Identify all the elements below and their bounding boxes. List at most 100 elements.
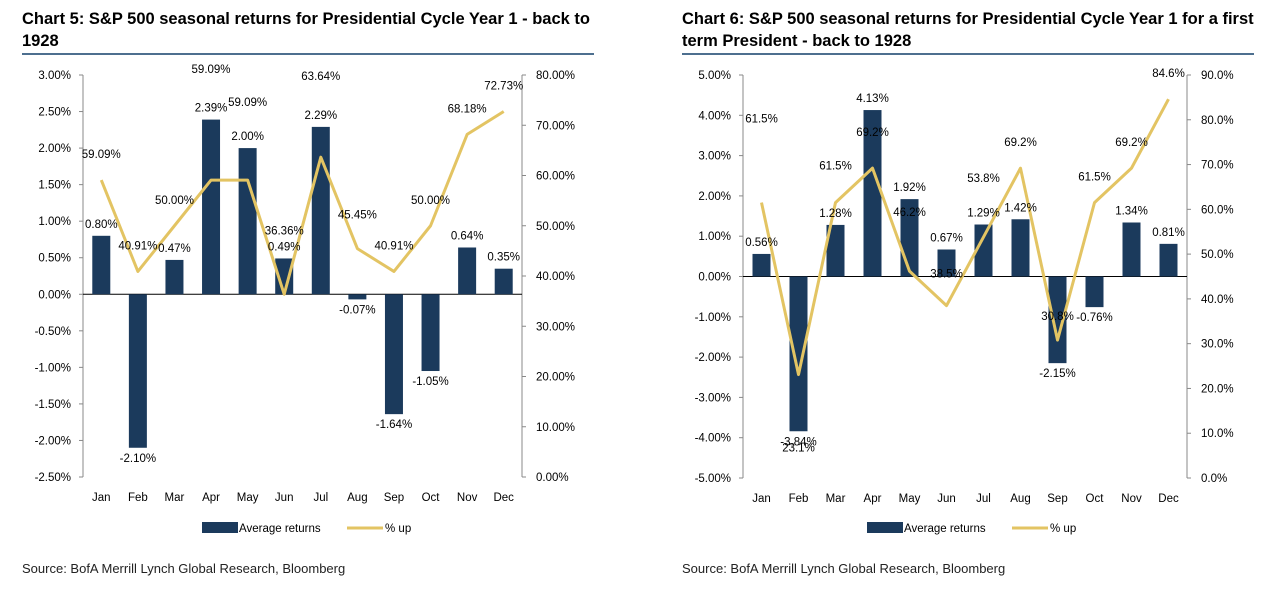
right-tick-label: 20.0%: [1201, 383, 1234, 395]
right-axis-ticks: 90.0% 80.0% 70.0% 60.0% 50.0% 40.0% 30.0% 20.0%…: [1187, 70, 1234, 485]
line-data-label: 40.91%: [374, 240, 413, 252]
bar-data-label: 0.47%: [158, 243, 191, 255]
bar-data-label: 1.42%: [1004, 202, 1037, 214]
bar: [1085, 276, 1104, 308]
line-data-label: 69.2%: [1004, 137, 1037, 149]
right-tick-label: 10.0%: [1201, 428, 1234, 440]
left-tick-label: 4.00%: [698, 110, 731, 122]
line-data-label: 84.6%: [1152, 68, 1185, 80]
left-axis-ticks: 5.00% 4.00% 3.00% 2.00% 1.00% 0.00% -1.00% -2.0…: [695, 70, 743, 485]
left-tick-label: 3.00%: [698, 151, 731, 163]
category-label: Dec: [493, 492, 514, 504]
bar-data-label: 0.64%: [451, 230, 484, 242]
left-tick-label: 1.00%: [698, 231, 731, 243]
line-data-label: 23.1%: [782, 443, 815, 455]
axes: [742, 75, 1188, 478]
category-label: May: [237, 492, 259, 504]
category-label: Aug: [1010, 493, 1030, 505]
bar: [238, 148, 257, 295]
title-rule: [682, 53, 1254, 55]
left-tick-label: 0.50%: [38, 253, 71, 265]
bar-data-label: 2.39%: [195, 103, 228, 115]
bar: [128, 294, 147, 448]
right-tick-label: 20.00%: [536, 372, 575, 384]
category-label: May: [899, 493, 921, 505]
category-label: Jul: [313, 492, 328, 504]
right-tick-label: 60.0%: [1201, 204, 1234, 216]
bar-data-label: 1.34%: [1115, 205, 1148, 217]
bar: [202, 119, 221, 295]
bar-data-label: -1.64%: [376, 419, 412, 431]
right-tick-label: 70.00%: [536, 120, 575, 132]
left-tick-label: -2.00%: [35, 435, 71, 447]
category-label: Nov: [457, 492, 478, 504]
legend-bar-label: Average returns: [904, 523, 986, 535]
category-label: Oct: [1086, 493, 1105, 505]
bar: [1048, 276, 1067, 364]
line-data-label: 36.36%: [265, 225, 304, 237]
bar: [275, 258, 294, 295]
bar: [863, 110, 882, 277]
right-tick-label: 80.0%: [1201, 115, 1234, 127]
category-label: Jan: [92, 492, 111, 504]
bar-data-label: -3.84%: [780, 436, 816, 448]
bar-data-label: -2.15%: [1039, 368, 1075, 380]
legend: Average returns % up: [867, 522, 1076, 535]
left-tick-label: -2.00%: [695, 352, 731, 364]
category-label: Feb: [128, 492, 148, 504]
left-tick-label: -1.50%: [35, 399, 71, 411]
line-data-label: 68.18%: [448, 103, 487, 115]
bar-data-label: 1.29%: [967, 208, 1000, 220]
category-label: Aug: [347, 492, 367, 504]
left-tick-label: 2.00%: [698, 191, 731, 203]
line-data-label: 61.5%: [819, 161, 852, 173]
bar-data-label: 1.28%: [819, 208, 852, 220]
line-data-label: 72.73%: [484, 81, 523, 93]
category-label: Jan: [752, 493, 771, 505]
bar-data-label: 2.29%: [304, 110, 337, 122]
category-label: Jun: [937, 493, 956, 505]
left-tick-label: 2.00%: [38, 143, 71, 155]
bar: [494, 268, 513, 295]
category-label: Jun: [275, 492, 294, 504]
bar: [165, 259, 184, 295]
right-tick-label: 40.00%: [536, 271, 575, 283]
right-tick-label: 0.00%: [536, 472, 569, 484]
right-tick-label: 80.00%: [536, 70, 575, 82]
bar-data-label: 4.13%: [856, 93, 889, 105]
line-labels: 61.5% 23.1% 61.5% 69.2% 46.2% 38.5% 53.8% 69.2%…: [745, 68, 1185, 454]
category-label: Apr: [202, 492, 220, 504]
line-data-label: 40.91%: [118, 240, 157, 252]
category-label: Apr: [864, 493, 882, 505]
right-tick-label: 50.00%: [536, 221, 575, 233]
line-data-label: 46.2%: [893, 207, 926, 219]
bar-labels: 0.56% -3.84% 1.28% 4.13% 1.92% 0.67% 1.29% 1.42…: [745, 93, 1185, 448]
legend-bar-swatch: [867, 522, 903, 533]
bar: [311, 126, 330, 295]
bar: [421, 294, 440, 372]
category-label: Mar: [826, 493, 846, 505]
line-data-label: 38.5%: [930, 269, 963, 281]
right-tick-label: 30.0%: [1201, 339, 1234, 351]
right-tick-label: 70.0%: [1201, 160, 1234, 172]
chart-6-panel: Chart 6: S&P 500 seasonal returns for Pr…: [682, 0, 1254, 611]
line-data-label: 61.5%: [745, 114, 778, 126]
axes: [82, 75, 523, 477]
left-tick-label: -3.00%: [695, 392, 731, 404]
left-tick-label: -2.50%: [35, 472, 71, 484]
left-tick-label: 1.50%: [38, 180, 71, 192]
left-tick-label: -1.00%: [35, 362, 71, 374]
left-axis-ticks: 3.00% 2.50% 2.00% 1.50% 1.00% 0.50% 0.00% -0.50…: [35, 70, 83, 484]
left-tick-label: -1.00%: [695, 312, 731, 324]
bar-data-label: -2.10%: [120, 453, 156, 465]
bar: [937, 249, 956, 277]
bar-data-label: 0.81%: [1152, 227, 1185, 239]
chart-6-svg: 5.00% 4.00% 3.00% 2.00% 1.00% 0.00% -1.00% -2.0…: [695, 68, 1234, 535]
left-tick-label: 1.00%: [38, 216, 71, 228]
category-label: Sep: [1047, 493, 1067, 505]
bar: [384, 294, 403, 415]
line-data-label: 69.2%: [1115, 137, 1148, 149]
chart-title: Chart 5: S&P 500 seasonal returns for Pr…: [22, 10, 590, 50]
line-labels: 59.09% 40.91% 50.00% 59.09% 59.09% 36.36% 63.6…: [82, 64, 523, 252]
left-tick-label: 3.00%: [38, 70, 71, 82]
